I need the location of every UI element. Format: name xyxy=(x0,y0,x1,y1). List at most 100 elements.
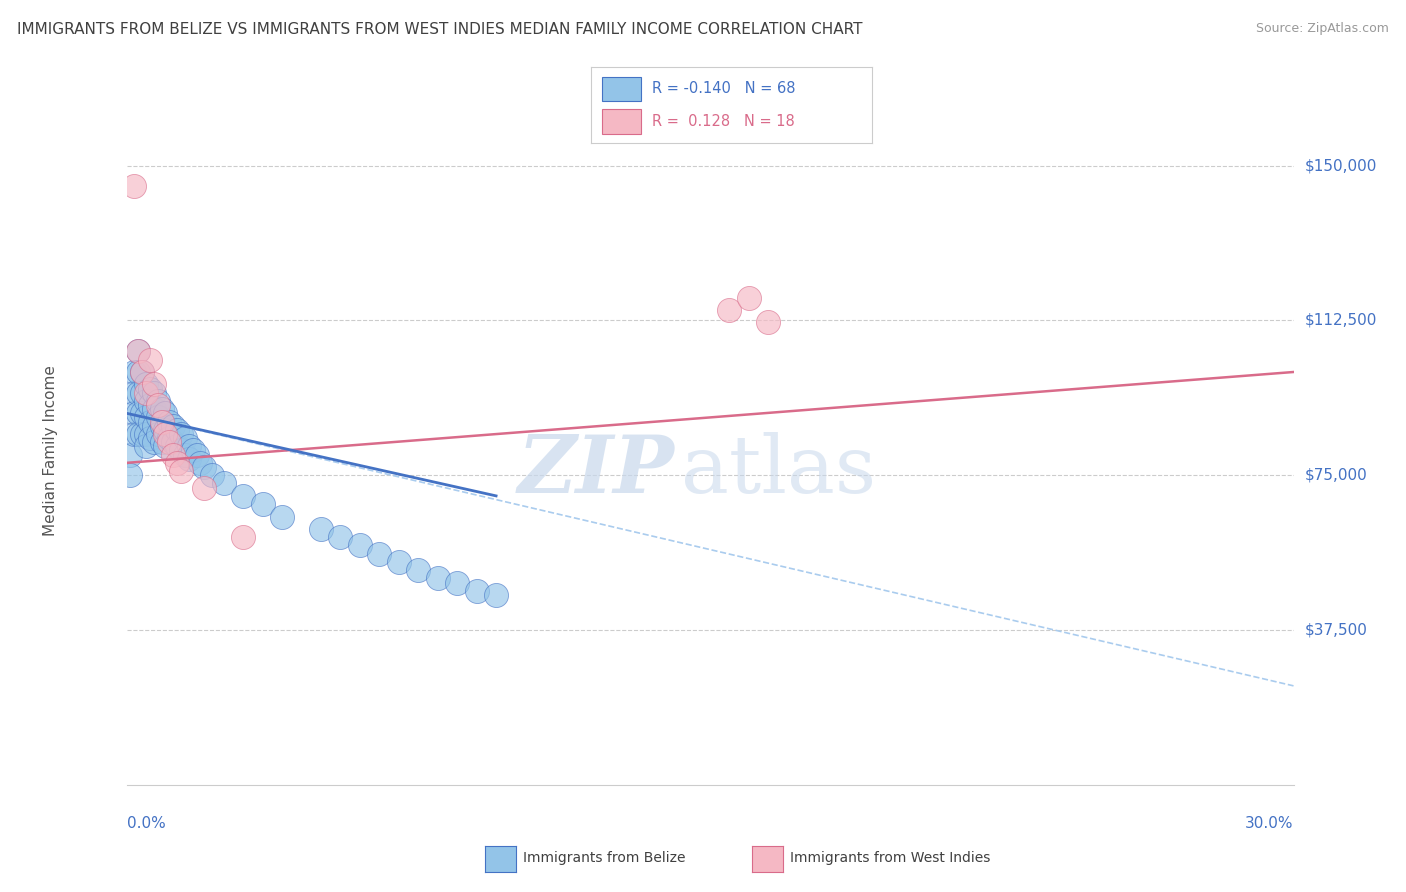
Point xyxy=(135,393,157,408)
Point xyxy=(170,426,193,441)
Point xyxy=(139,398,162,412)
Point xyxy=(142,402,165,417)
Point xyxy=(131,426,153,441)
Point xyxy=(139,431,162,445)
Point xyxy=(142,418,165,433)
Point xyxy=(124,406,146,420)
Bar xyxy=(602,110,641,134)
Point xyxy=(190,456,212,470)
Point xyxy=(177,439,200,453)
Text: 30.0%: 30.0% xyxy=(1246,815,1294,830)
Point xyxy=(193,460,215,475)
Point xyxy=(146,398,169,412)
Point xyxy=(329,530,352,544)
Point xyxy=(135,439,157,453)
Point xyxy=(131,385,153,400)
Point xyxy=(120,468,142,483)
Point xyxy=(309,522,332,536)
Point xyxy=(120,448,142,462)
Point xyxy=(150,415,173,429)
Point xyxy=(756,315,779,329)
Point xyxy=(131,365,153,379)
Point xyxy=(485,588,508,602)
Point xyxy=(142,435,165,450)
Point xyxy=(124,179,146,194)
Point xyxy=(146,393,169,408)
Point xyxy=(166,423,188,437)
Point xyxy=(738,291,761,305)
Point xyxy=(174,431,197,445)
Point xyxy=(174,448,197,462)
Point xyxy=(155,423,177,437)
Text: atlas: atlas xyxy=(681,432,876,509)
Point xyxy=(465,583,488,598)
Text: IMMIGRANTS FROM BELIZE VS IMMIGRANTS FROM WEST INDIES MEDIAN FAMILY INCOME CORRE: IMMIGRANTS FROM BELIZE VS IMMIGRANTS FRO… xyxy=(17,22,862,37)
Point xyxy=(127,385,149,400)
Point xyxy=(181,443,204,458)
Point xyxy=(177,451,200,466)
Point xyxy=(426,572,449,586)
Point xyxy=(232,489,254,503)
Point xyxy=(155,406,177,420)
Point xyxy=(135,377,157,392)
Text: Median Family Income: Median Family Income xyxy=(44,365,58,536)
Text: $150,000: $150,000 xyxy=(1305,158,1376,173)
Point xyxy=(232,530,254,544)
Point xyxy=(166,456,188,470)
Point xyxy=(162,418,184,433)
Text: $75,000: $75,000 xyxy=(1305,467,1368,483)
Point xyxy=(201,468,224,483)
Text: $37,500: $37,500 xyxy=(1305,623,1368,638)
Point xyxy=(127,365,149,379)
Point xyxy=(124,426,146,441)
Point xyxy=(135,385,157,400)
Point xyxy=(139,382,162,396)
Point xyxy=(139,352,162,367)
Point xyxy=(150,435,173,450)
Text: Immigrants from Belize: Immigrants from Belize xyxy=(523,851,686,865)
Point xyxy=(127,406,149,420)
Point xyxy=(127,344,149,359)
Point xyxy=(135,410,157,425)
Text: R = -0.140   N = 68: R = -0.140 N = 68 xyxy=(652,80,796,95)
Point xyxy=(252,497,274,511)
Point xyxy=(157,435,180,450)
Point xyxy=(212,476,235,491)
Point xyxy=(135,426,157,441)
Point xyxy=(142,385,165,400)
Point xyxy=(127,426,149,441)
Point xyxy=(408,563,430,577)
Point xyxy=(271,509,294,524)
Point xyxy=(124,365,146,379)
Text: $112,500: $112,500 xyxy=(1305,313,1376,328)
Point xyxy=(131,406,153,420)
Point xyxy=(139,415,162,429)
Point xyxy=(131,365,153,379)
Point xyxy=(718,303,741,318)
Point xyxy=(170,464,193,478)
Point xyxy=(170,443,193,458)
Point xyxy=(162,448,184,462)
Text: ZIP: ZIP xyxy=(519,432,675,509)
Text: 0.0%: 0.0% xyxy=(127,815,166,830)
Text: R =  0.128   N = 18: R = 0.128 N = 18 xyxy=(652,114,796,129)
Point xyxy=(142,377,165,392)
Point xyxy=(155,426,177,441)
Point xyxy=(124,385,146,400)
Point xyxy=(155,439,177,453)
Text: Immigrants from West Indies: Immigrants from West Indies xyxy=(790,851,991,865)
Point xyxy=(388,555,411,569)
Point xyxy=(368,547,391,561)
Point xyxy=(446,575,468,590)
Point xyxy=(157,415,180,429)
Text: Source: ZipAtlas.com: Source: ZipAtlas.com xyxy=(1256,22,1389,36)
Point xyxy=(166,439,188,453)
Point xyxy=(127,344,149,359)
Point xyxy=(146,426,169,441)
Bar xyxy=(602,77,641,101)
Point xyxy=(157,431,180,445)
Point xyxy=(193,481,215,495)
Point xyxy=(146,410,169,425)
Point xyxy=(150,402,173,417)
Point xyxy=(150,418,173,433)
